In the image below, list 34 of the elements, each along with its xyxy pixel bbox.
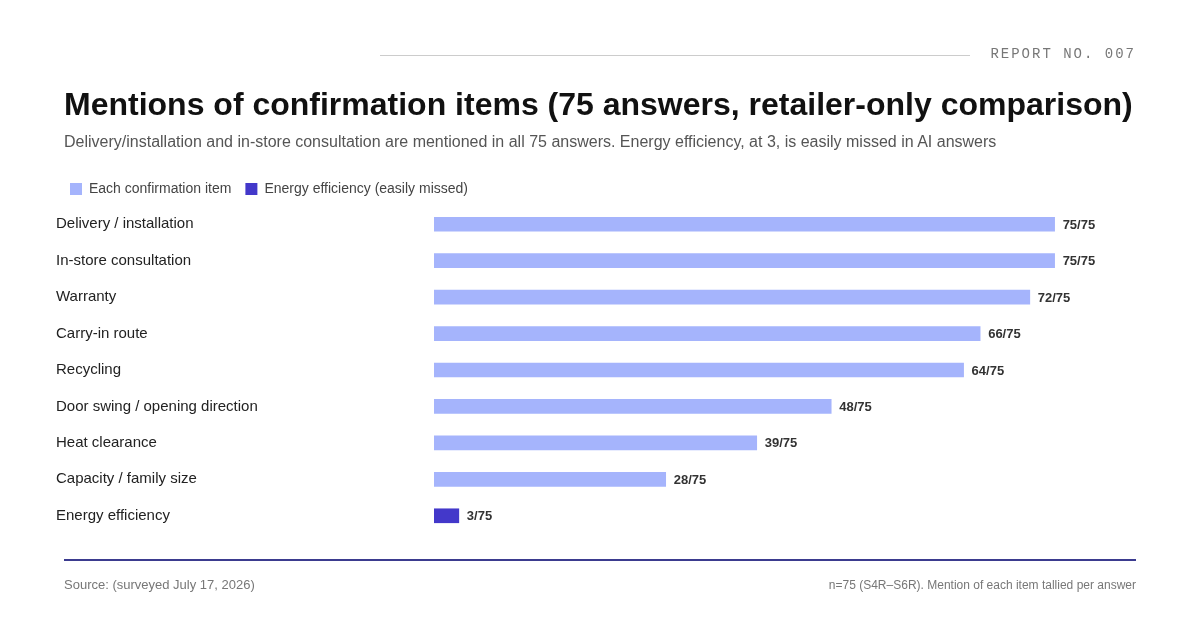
bar <box>434 508 460 524</box>
data-label: 48/75 <box>839 399 872 415</box>
bar <box>434 435 758 451</box>
data-label: 75/75 <box>1062 216 1096 232</box>
y-tick-label: Delivery / installation <box>56 214 194 232</box>
y-tick-label: Energy efficiency <box>56 505 171 523</box>
bar <box>434 216 1055 232</box>
y-tick-label: Heat clearance <box>56 433 157 451</box>
data-label: 72/75 <box>1037 289 1071 305</box>
text: n=75 (S4R–S6R). Mention of each item tallied per answer <box>828 578 1136 592</box>
data-label: 28/75 <box>673 471 707 487</box>
bar <box>434 472 667 487</box>
data-label: 39/75 <box>764 435 798 451</box>
data-label: 66/75 <box>988 326 1021 342</box>
y-tick-label: In-store consultation <box>56 250 192 268</box>
y-tick-label: Warranty <box>56 287 117 305</box>
bar <box>434 399 832 414</box>
chart-title: Mentions of confirmation items (75 answers, retailer-only comparison) <box>64 86 1133 123</box>
chart-subtitle: Delivery/installation and in-store consultation are mentioned in all 75 answers. Energy efficiency, at 3, is easily missed in AI answers <box>64 133 997 151</box>
data-label: 64/75 <box>971 362 1005 378</box>
y-tick-label: Door swing / opening direction <box>56 396 258 414</box>
bar <box>434 326 981 341</box>
bar <box>434 362 964 378</box>
y-tick-label: Recycling <box>56 360 122 378</box>
data-label: 3/75 <box>466 508 493 524</box>
bar <box>434 253 1055 268</box>
bar <box>434 289 1031 305</box>
legend-label: Energy efficiency (easily missed) <box>264 179 468 196</box>
text: REPORT NO. 007 <box>990 46 1136 62</box>
y-tick-label: Carry-in route <box>56 323 148 341</box>
legend-label: Each confirmation item <box>89 179 232 196</box>
source-note: Source: (surveyed July 17, 2026) <box>64 577 255 592</box>
data-label: 75/75 <box>1062 253 1096 269</box>
y-tick-label: Capacity / family size <box>56 469 197 487</box>
